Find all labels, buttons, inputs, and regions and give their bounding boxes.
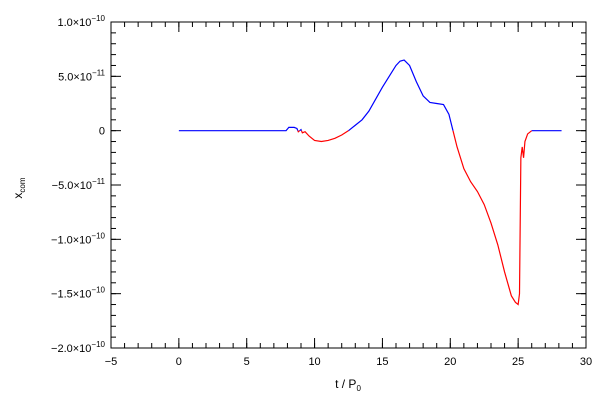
series-line-negative [300, 130, 349, 143]
y-tick-label: −2.0×10−10 [51, 340, 105, 355]
series-line-negative [452, 130, 533, 306]
y-tick-label: 5.0×10−11 [58, 68, 105, 83]
y-tick-label: −1.5×10−10 [51, 286, 105, 301]
series-line-positive [178, 126, 299, 132]
series-line-positive [299, 128, 303, 132]
series-layer [178, 59, 562, 306]
y-tick-label: −1.0×10−10 [51, 231, 105, 246]
x-tick-label: 10 [308, 356, 320, 368]
x-axis-label: t / P0 [335, 377, 361, 393]
x-tick-label: 30 [580, 356, 592, 368]
series-line-positive [348, 59, 454, 132]
x-tick-label: 15 [376, 356, 388, 368]
y-tick-label: 0 [99, 126, 105, 138]
y-axis-label: xcom [11, 177, 27, 198]
x-tick-label: 20 [444, 356, 456, 368]
series-line-negative [297, 130, 301, 133]
y-axis-label-main: x [11, 193, 25, 199]
y-tick-label: 1.0×10−10 [57, 14, 105, 29]
x-tick-label: 25 [512, 356, 524, 368]
y-axis-label-sub: com [18, 177, 27, 192]
x-axis-label-sub: 0 [356, 384, 361, 393]
y-tick-label: −5.0×10−11 [52, 177, 106, 192]
y-axis-ticks: 1.0×10−10 5.0×10−11 0 −5.0×10−11 −1.0×10−10 −… [51, 14, 586, 355]
plot-frame [110, 21, 587, 349]
x-tick-label: 0 [176, 356, 182, 368]
x-tick-label: −5 [105, 356, 118, 368]
x-axis-ticks: −5 0 5 10 15 20 25 30 [105, 22, 592, 368]
x-tick-label: 5 [244, 356, 250, 368]
x-axis-label-main: t / P [335, 377, 356, 391]
